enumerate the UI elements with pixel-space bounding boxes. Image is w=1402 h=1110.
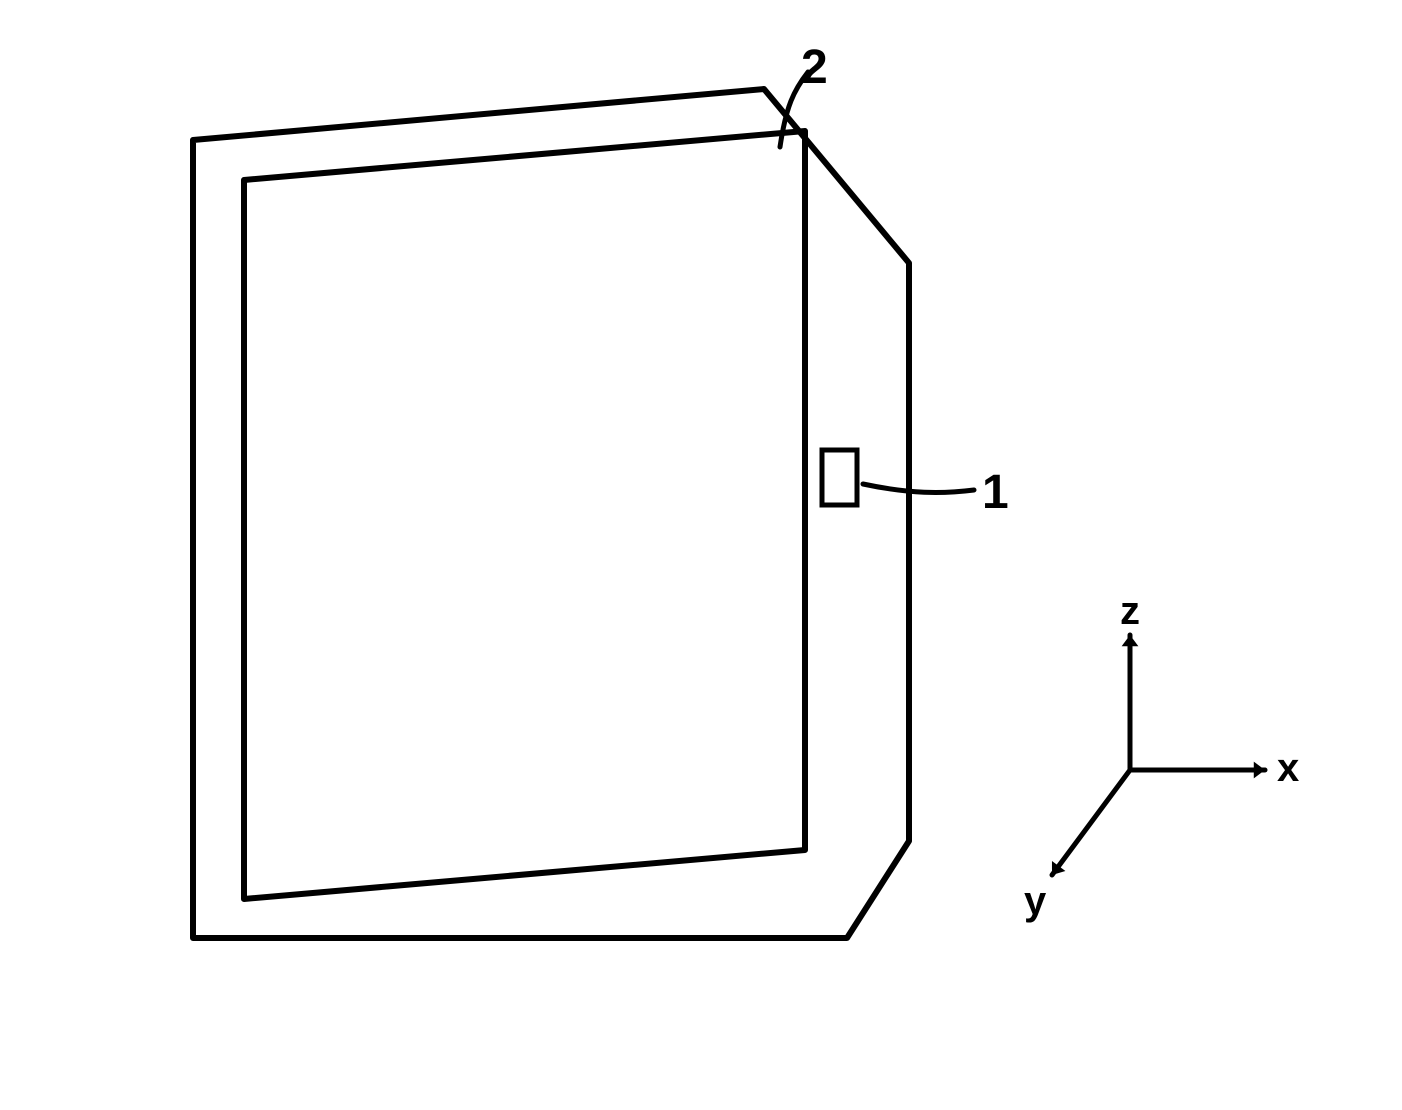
axis-z-arrowhead <box>1122 635 1139 646</box>
diagram-canvas: 2 1 x y z <box>0 0 1402 1110</box>
axis-label-y: y <box>1024 879 1046 924</box>
callout-label-1: 1 <box>982 465 1009 520</box>
axis-label-x: x <box>1277 746 1299 791</box>
diagram-svg <box>0 0 1402 1110</box>
axis-y-line <box>1052 770 1130 875</box>
outer-panel <box>193 89 909 938</box>
axis-label-z: z <box>1120 589 1140 634</box>
sensor-rect <box>822 450 857 505</box>
callout-label-2: 2 <box>801 40 828 95</box>
axis-x-arrowhead <box>1254 762 1265 779</box>
